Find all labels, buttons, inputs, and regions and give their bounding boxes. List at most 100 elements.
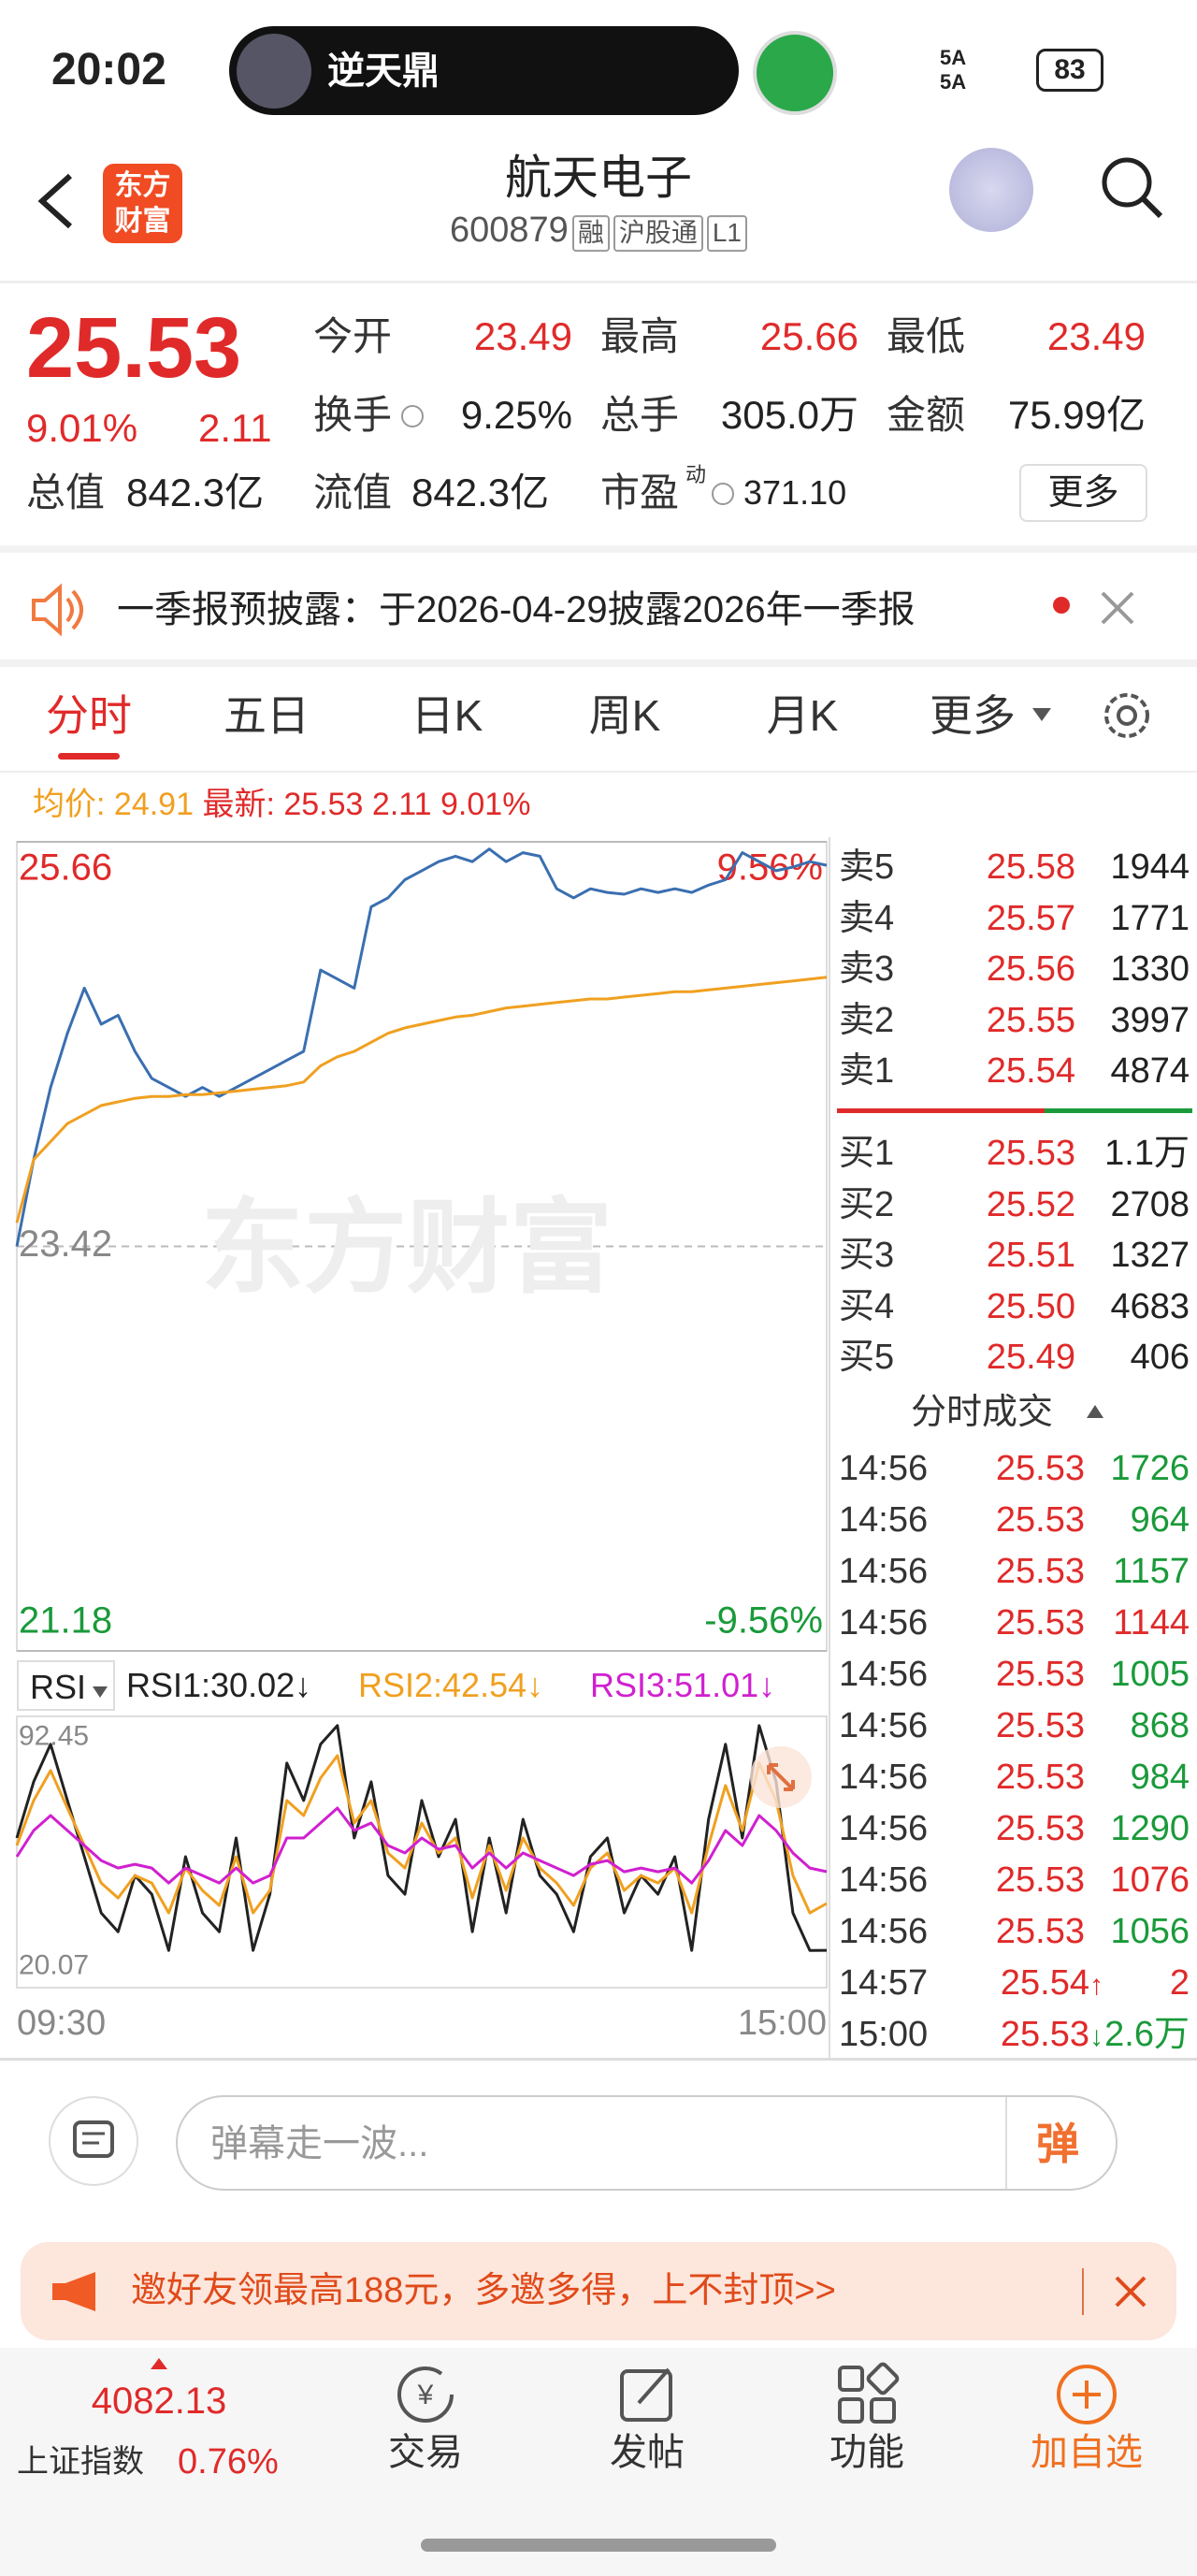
stock-code-row: 600879 融沪股通 L1	[450, 212, 747, 252]
index-value[interactable]: 4082.13	[91, 2381, 227, 2422]
close-button[interactable]	[1113, 2274, 1148, 2309]
notice-text[interactable]: 一季报预披露：于2026-04-29披露2026年一季报	[117, 589, 916, 630]
trade-time: 15:00	[839, 2015, 929, 2054]
trade-volume: 964	[1130, 1500, 1190, 1540]
y-tick-label: 23.42	[19, 1223, 112, 1265]
field-label: 总手	[600, 393, 680, 437]
trade-time: 14:56	[839, 1449, 929, 1488]
book-price: 25.52	[986, 1184, 1075, 1224]
book-price: 25.58	[986, 847, 1075, 887]
book-label: 买4	[839, 1286, 895, 1326]
comment-placeholder: 弹幕走一波...	[210, 2123, 429, 2164]
trade-volume: 1005	[1110, 1655, 1190, 1694]
tab[interactable]: 五日	[224, 691, 310, 740]
ask-bid-divider	[837, 1108, 1045, 1113]
book-volume: 4874	[1110, 1051, 1190, 1091]
trade-price-value: 25.53	[995, 1500, 1085, 1540]
field-label: 最低	[887, 314, 966, 358]
live-pill[interactable]: 逆天鼎	[229, 26, 739, 115]
send-danmaku-button[interactable]: 弹	[1036, 2120, 1079, 2168]
last-price: 25.53	[26, 300, 242, 396]
divider	[0, 771, 1197, 773]
back-button[interactable]	[28, 168, 84, 234]
promo-banner[interactable]: 邀好友领最高188元，多邀多得，上不封顶>>	[21, 2242, 1176, 2340]
stock-name: 航天电子	[505, 152, 692, 204]
book-volume: 406	[1130, 1338, 1190, 1377]
info-icon[interactable]	[400, 404, 425, 428]
danmaku-icon	[73, 2120, 114, 2158]
dropdown-icon	[1032, 708, 1051, 721]
watermark: 东方财富	[201, 1191, 613, 1306]
trade-price: 25.53	[996, 1605, 1085, 1641]
tab[interactable]: 月K	[766, 691, 839, 740]
bottom-nav	[0, 2348, 1197, 2576]
divider	[0, 281, 1197, 283]
trade-volume: 984	[1130, 1758, 1190, 1797]
field-value: 842.3亿	[126, 470, 265, 514]
indicator-selector[interactable]: RSI	[17, 1660, 115, 1711]
settings-button[interactable]	[1099, 687, 1155, 744]
divider	[1005, 2097, 1007, 2189]
tab[interactable]: 周K	[588, 691, 661, 740]
book-label: 卖1	[839, 1051, 895, 1091]
trade-direction: ↑	[1089, 1970, 1103, 2001]
add-watchlist-icon	[1057, 2365, 1117, 2424]
info-icon[interactable]	[711, 482, 735, 506]
trade-price-value: 25.53	[995, 1603, 1085, 1643]
series-line	[15, 1806, 828, 1885]
post-icon	[620, 2367, 672, 2422]
search-button[interactable]	[1099, 154, 1166, 222]
trade-price-value: 25.53	[995, 1758, 1085, 1797]
more-button[interactable]: 更多	[1019, 464, 1147, 522]
tab[interactable]: 更多	[930, 691, 1016, 740]
tag: 融	[571, 215, 610, 252]
index-change[interactable]: 0.76%	[178, 2442, 279, 2482]
book-volume: 1330	[1110, 949, 1190, 989]
trade-time: 14:56	[839, 1809, 929, 1848]
trade-direction: ↓	[1089, 2021, 1103, 2052]
comment-input[interactable]: 弹幕走一波... 弹	[176, 2095, 1118, 2191]
fullscreen-button[interactable]	[748, 1744, 814, 1810]
book-price: 25.56	[986, 949, 1075, 989]
tab-active[interactable]: 分时	[46, 691, 132, 740]
y-tick-label: 21.18	[19, 1600, 112, 1642]
trade-time: 14:56	[839, 1500, 929, 1540]
field-label: 流值	[313, 470, 393, 514]
field-label: 总值	[26, 470, 106, 514]
trade-time: 14:56	[839, 1655, 929, 1694]
trade-time: 14:56	[839, 1758, 929, 1797]
field-value: 23.49	[473, 314, 572, 358]
live-icon[interactable]	[753, 31, 837, 115]
nav-item[interactable]: 功能	[829, 2432, 904, 2473]
divider	[0, 545, 1197, 553]
close-button[interactable]	[1099, 589, 1136, 627]
megaphone-icon	[52, 2272, 95, 2311]
trade-volume: 2.6万	[1104, 2015, 1190, 2054]
danmaku-settings[interactable]	[49, 2096, 138, 2186]
trade-time: 14:56	[839, 1860, 929, 1900]
trade-price-value: 25.53	[995, 1912, 1085, 1951]
trade-price: 25.53	[996, 1451, 1085, 1486]
nav-item[interactable]: 加自选	[1031, 2432, 1143, 2473]
change-pct: 9.01%	[440, 787, 531, 822]
book-price: 25.57	[986, 898, 1075, 938]
last-value: 25.53	[283, 787, 364, 822]
nav-item[interactable]: 发帖	[610, 2432, 685, 2473]
tab[interactable]: 日K	[411, 691, 483, 740]
trade-time: 14:56	[839, 1706, 929, 1745]
y2-tick-label: -9.56%	[704, 1600, 823, 1642]
trade-price-value: 25.53	[1000, 2015, 1089, 2054]
field-label: 换手	[313, 393, 393, 437]
trade-time: 14:56	[839, 1603, 929, 1643]
indicator-name: RSI	[30, 1668, 87, 1706]
nav-item[interactable]: 交易	[388, 2432, 463, 2473]
trade-volume: 1056	[1110, 1912, 1190, 1951]
book-price: 25.51	[986, 1236, 1075, 1275]
live-avatar	[237, 34, 311, 109]
trade-volume: 1076	[1110, 1860, 1190, 1900]
trades-title[interactable]: 分时成交	[910, 1393, 1054, 1432]
index-name[interactable]: 上证指数	[17, 2444, 144, 2480]
plot-frame	[16, 1715, 828, 1989]
assistant-avatar[interactable]	[949, 148, 1033, 232]
